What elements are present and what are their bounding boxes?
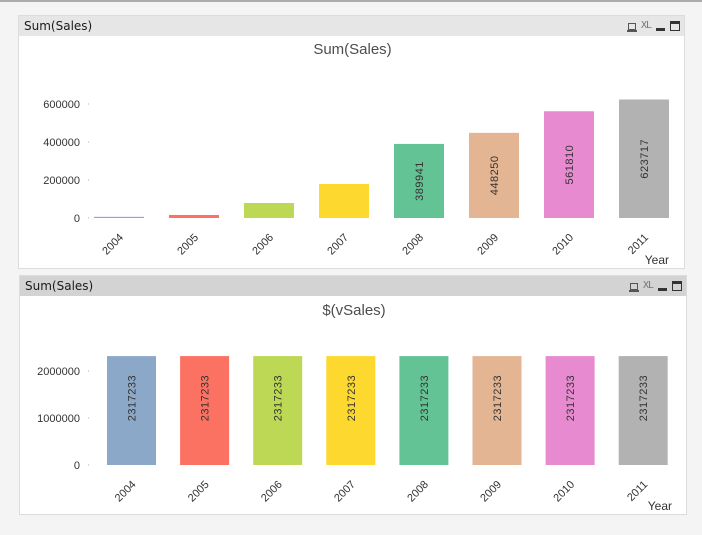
y-tick-label: 0 <box>74 213 80 225</box>
y-tick-mark <box>88 179 89 181</box>
minimize-icon[interactable] <box>656 27 665 31</box>
excel-export-icon[interactable]: XL <box>642 280 654 291</box>
bar-2007 <box>326 356 376 465</box>
window-top-border <box>0 0 702 2</box>
caption-icons: XL <box>626 16 680 36</box>
print-icon[interactable] <box>628 282 639 292</box>
x-tick-label: 2010 <box>551 479 577 505</box>
minimize-icon[interactable] <box>658 287 667 291</box>
chart-title: $(vSales) <box>322 302 385 319</box>
chart-panel-sum-sales[interactable]: Sum(Sales) XL Sum(Sales) 0 200000 400000 600… <box>18 15 685 269</box>
y-tick-label: 400000 <box>43 137 80 149</box>
x-tick-label: 2007 <box>332 479 358 505</box>
y-tick-label: 0 <box>74 460 80 472</box>
data-label: 2317233 <box>273 375 285 421</box>
data-label: 623717 <box>639 139 651 179</box>
y-tick-label: 200000 <box>43 175 80 187</box>
y-tick-mark <box>88 141 89 143</box>
x-axis-label: Year <box>648 499 672 513</box>
bar-chart-vsales: $(vSales) 0 1000000 2000000 2317233 2004 23172… <box>37 302 672 513</box>
excel-export-icon[interactable]: XL <box>640 20 652 31</box>
x-tick-label: 2010 <box>550 232 576 258</box>
bar-2009 <box>472 356 522 465</box>
bar-2007 <box>319 183 369 218</box>
x-tick-label: 2008 <box>405 479 431 505</box>
bar-2006 <box>244 202 294 218</box>
x-tick-label: 2005 <box>186 479 212 505</box>
data-label: 2317233 <box>200 375 212 421</box>
x-tick-label: 2011 <box>625 479 650 504</box>
data-label: 2317233 <box>638 375 650 421</box>
bar-2008 <box>394 143 444 218</box>
maximize-icon[interactable] <box>670 21 680 31</box>
chart-panel-vsales[interactable]: Sum(Sales) XL $(vSales) 0 1000000 2000000 23… <box>19 275 687 515</box>
y-tick-mark <box>88 217 89 219</box>
data-label: 561810 <box>564 145 576 185</box>
x-tick-label: 2006 <box>259 479 285 505</box>
maximize-icon[interactable] <box>672 281 682 291</box>
bar-2004 <box>94 216 144 218</box>
bar-2010 <box>544 111 594 218</box>
data-label: 2317233 <box>419 375 431 421</box>
x-tick-label: 2007 <box>325 232 351 258</box>
bar-2005 <box>169 214 219 218</box>
bar-2005 <box>180 356 230 465</box>
y-tick-mark <box>88 464 89 466</box>
y-tick-label: 1000000 <box>37 413 80 425</box>
x-tick-label: 2004 <box>113 479 139 505</box>
data-label: 2317233 <box>346 375 358 421</box>
y-tick-label: 2000000 <box>37 366 80 378</box>
print-icon[interactable] <box>626 22 637 32</box>
bar-2011 <box>619 99 669 218</box>
data-label: 389941 <box>414 161 426 201</box>
panel-caption-title: Sum(Sales) <box>24 19 93 33</box>
y-tick-mark <box>88 417 89 419</box>
bar-2008 <box>399 356 449 465</box>
x-tick-label: 2009 <box>478 479 504 505</box>
data-label: 448250 <box>489 156 501 196</box>
data-label: 2317233 <box>127 375 139 421</box>
bar-2009 <box>469 132 519 218</box>
panel-caption[interactable]: Sum(Sales) XL <box>20 276 686 296</box>
y-tick-mark <box>88 103 89 105</box>
data-label: 2317233 <box>565 375 577 421</box>
bar-2006 <box>253 356 303 465</box>
chart-title: Sum(Sales) <box>313 41 391 58</box>
x-tick-label: 2005 <box>175 232 201 258</box>
x-tick-label: 2009 <box>475 232 501 258</box>
bar-2010 <box>545 356 595 465</box>
x-tick-label: 2006 <box>250 232 276 258</box>
caption-icons: XL <box>628 276 682 296</box>
x-tick-label: 2008 <box>400 232 426 258</box>
y-tick-mark <box>88 370 89 372</box>
panel-caption-title: Sum(Sales) <box>25 279 94 293</box>
bar-chart-sum-sales: Sum(Sales) 0 200000 400000 600000 2004 2005 200… <box>43 41 669 267</box>
bar-2004 <box>107 356 156 465</box>
x-tick-label: 2004 <box>100 232 126 258</box>
panel-caption[interactable]: Sum(Sales) XL <box>19 16 684 36</box>
x-axis-label: Year <box>645 253 669 267</box>
bar-2011 <box>618 356 668 465</box>
y-tick-label: 600000 <box>43 99 80 111</box>
data-label: 2317233 <box>492 375 504 421</box>
